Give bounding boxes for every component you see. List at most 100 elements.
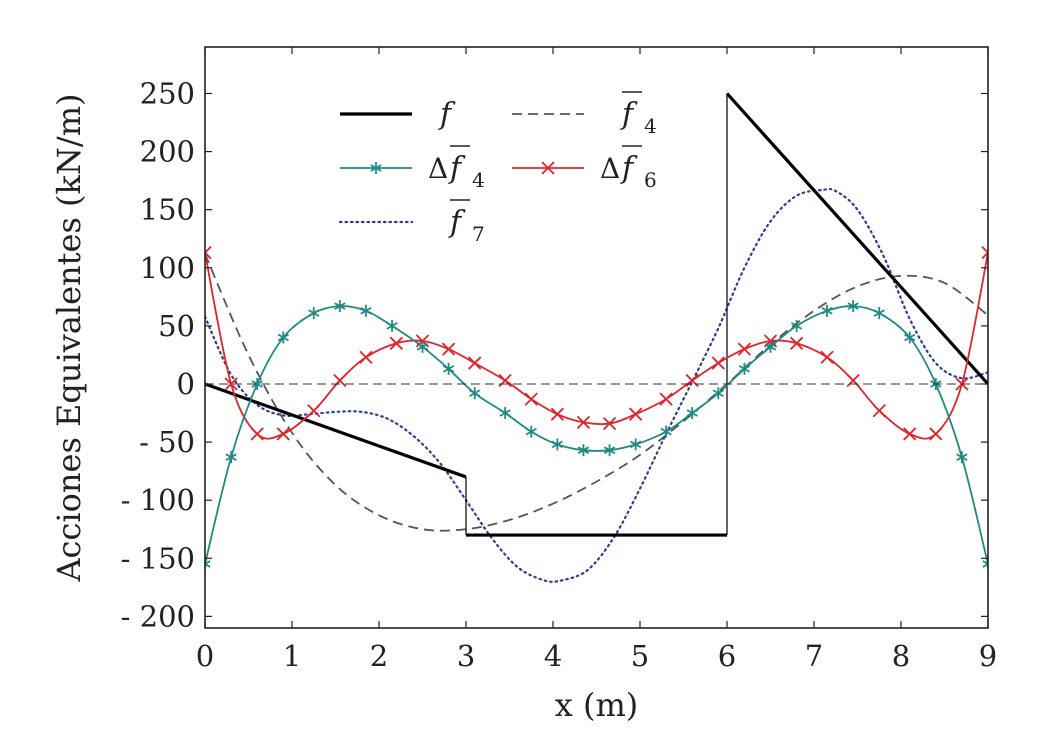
y-tick-label: 200 [140, 135, 195, 169]
ticks-layer: - 200 - 150 - 100 - 50 0 50 100 150 200 250 0 1 2 3 4 5… [121, 47, 997, 673]
series-delta-f-bar-4-point [660, 425, 672, 438]
series-delta-f-bar-4-point [225, 451, 237, 464]
x-tick-label: 7 [805, 639, 823, 673]
series-delta-f-bar-4-point [738, 362, 751, 375]
series-delta-f-bar-6-point [981, 246, 988, 260]
y-tick-label: - 200 [121, 599, 195, 633]
legend-delta-symbol: Δ [600, 152, 620, 185]
x-tick-label: 9 [979, 639, 997, 673]
x-tick-label: 6 [718, 639, 736, 673]
series-delta-f-bar-6-point [659, 392, 673, 406]
legend-label: f [620, 151, 638, 186]
x-tick-label: 4 [544, 639, 562, 673]
series-delta-f-bar-6-point [602, 416, 617, 431]
y-tick-label: 50 [158, 309, 195, 343]
series-delta-f-bar-4-point [386, 319, 398, 332]
series-delta-f-bar-6-point [737, 342, 752, 356]
series-delta-f-bar-4-line [205, 305, 988, 565]
series-delta-f-bar-4-point [686, 407, 698, 420]
y-tick-label: - 100 [121, 483, 195, 517]
series-delta-f-bar-4-point [790, 319, 803, 332]
series-delta-f-bar-6-point [789, 336, 804, 350]
series-delta-f-bar-6-point [498, 373, 512, 388]
series-delta-f-bar-6-line [205, 252, 988, 440]
y-tick-label: - 150 [121, 541, 195, 575]
series-delta-f-bar-6-point [359, 350, 373, 364]
legend-delta-symbol: Δ [428, 152, 448, 185]
legend-subscript: 4 [472, 168, 485, 192]
series-delta-f-bar-4-point [360, 304, 372, 317]
series-delta-f-bar-4-point [577, 444, 590, 457]
series-delta-f-bar-4-point [847, 300, 859, 313]
series-delta-f-bar-4-point [873, 307, 885, 320]
y-tick-label: - 50 [139, 425, 195, 459]
x-tick-label: 8 [892, 639, 910, 673]
legend-subscript: 4 [644, 114, 657, 138]
series-delta-f-bar-6-point [224, 377, 238, 391]
series-delta-f-bar-6-point [629, 407, 643, 421]
series-delta-f-bar-6-point [550, 407, 564, 421]
series-layer [205, 92, 988, 583]
legend-label: f [448, 151, 466, 186]
series-delta-f-bar-6-point [929, 427, 943, 441]
series-delta-f-bar-4 [205, 300, 988, 571]
legend-marker [370, 162, 382, 174]
legend-subscript: 6 [644, 168, 657, 192]
series-delta-f-bar-4-point [603, 444, 616, 457]
legend-label: f [448, 205, 466, 240]
series-delta-f-bar-6-point [441, 342, 456, 356]
series-delta-f-bar-6-point [524, 392, 538, 406]
series-delta-f-bar-6-point [276, 427, 290, 441]
series-delta-f-bar-6-point [205, 246, 212, 260]
series-delta-f-bar-6-point [468, 356, 482, 370]
series-delta-f-bar-4-point [821, 304, 833, 317]
legend-marker [541, 161, 555, 175]
y-tick-label: 0 [177, 367, 195, 401]
series-f-segment [725, 92, 988, 386]
series-delta-f-bar-4-point [630, 438, 642, 451]
series-delta-f-bar-6-point [846, 373, 860, 388]
series-delta-f-bar-6-point [389, 336, 404, 350]
legend-label: f [620, 97, 638, 132]
series-delta-f-bar-4-point [551, 438, 563, 451]
legend-entry-f: f [340, 97, 456, 132]
series-delta-f-bar-4-point [764, 340, 777, 353]
x-tick-label: 0 [196, 639, 214, 673]
x-tick-label: 1 [283, 639, 301, 673]
series-delta-f-bar-4-point [308, 307, 320, 320]
series-delta-f-bar-4-point [416, 340, 429, 353]
series-f-segment [205, 382, 467, 479]
series-delta-f-bar-4-point [956, 451, 968, 464]
series-delta-f-bar-6-point [872, 404, 886, 418]
series-f-bar-4-line [205, 253, 988, 532]
series-f-bar-4 [205, 253, 988, 532]
series-delta-f-bar-4-point [982, 558, 988, 571]
series-delta-f-bar-4-point [334, 300, 346, 313]
series-f [205, 92, 988, 537]
series-delta-f-bar-6-point [307, 404, 321, 418]
x-tick-label: 5 [631, 639, 649, 673]
series-delta-f-bar-4-point [205, 558, 211, 571]
legend-subscript: 7 [472, 222, 485, 246]
y-tick-label: 150 [140, 193, 195, 227]
y-axis-title: Acciones Equivalentes (kN/m) [50, 93, 88, 582]
x-tick-label: 2 [370, 639, 388, 673]
series-f-bar-7-line [205, 187, 988, 583]
series-delta-f-bar-4-point [277, 331, 289, 344]
series-delta-f-bar-6-point [685, 373, 699, 388]
series-delta-f-bar-6-point [333, 373, 347, 388]
series-delta-f-bar-4-point [442, 362, 455, 375]
series-delta-f-bar-6-point [250, 427, 264, 441]
x-axis-title: x (m) [555, 686, 639, 724]
legend-label: f [438, 97, 456, 132]
x-tick-label: 3 [457, 639, 475, 673]
y-tick-label: 100 [140, 251, 195, 285]
series-delta-f-bar-4-point [904, 331, 916, 344]
plot-frame [204, 46, 989, 629]
